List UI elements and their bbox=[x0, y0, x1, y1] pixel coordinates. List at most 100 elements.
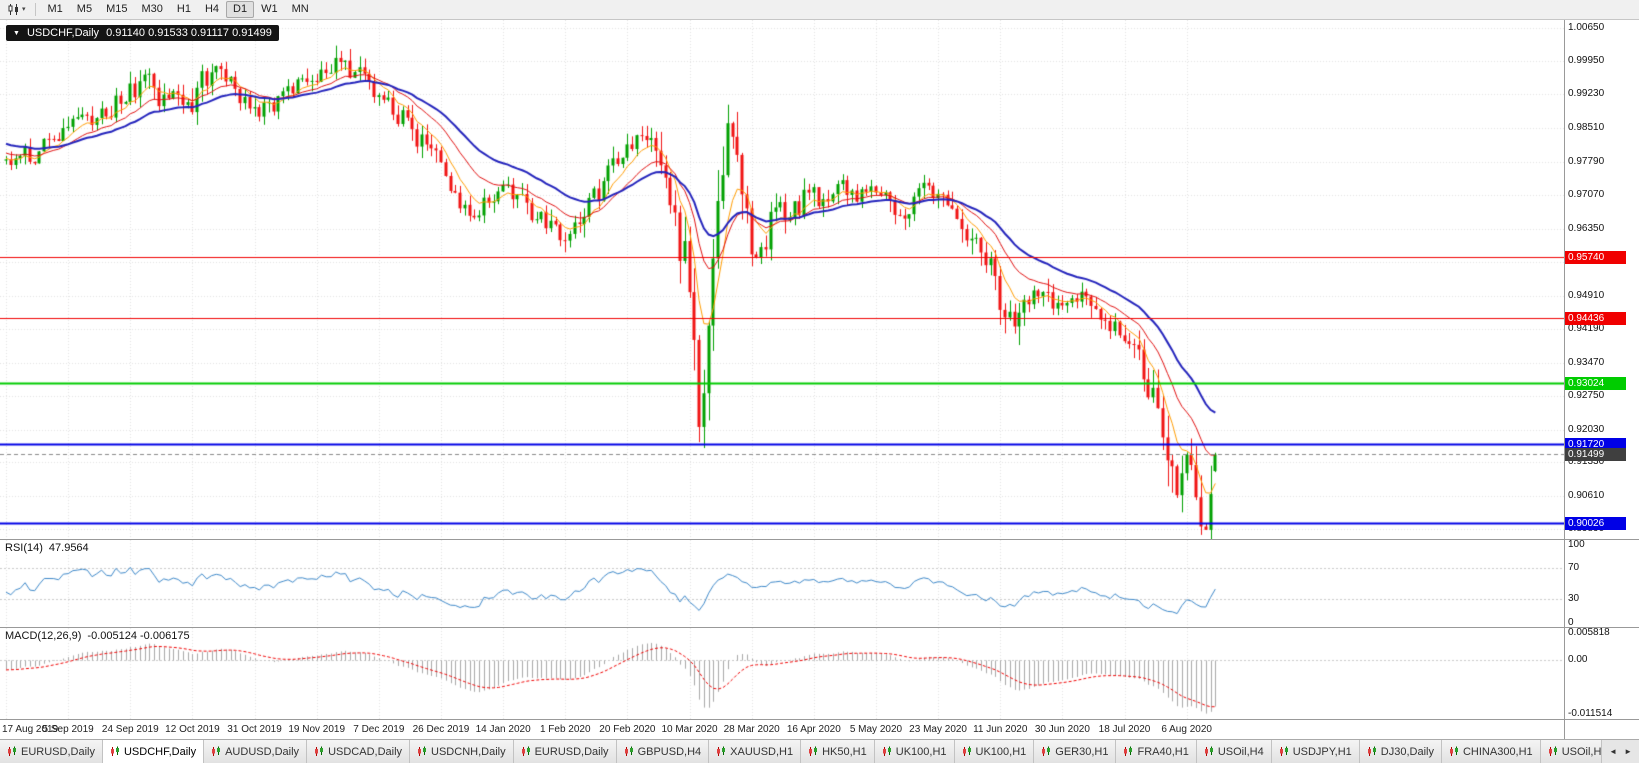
price-axis-label: 0.92030 bbox=[1568, 424, 1605, 435]
timeframe-button-h1[interactable]: H1 bbox=[176, 2, 191, 15]
macd-axis[interactable]: 0.005818 0.00 -0.011514 bbox=[1564, 628, 1639, 719]
chart-tab-ger30-h1[interactable]: GER30,H1 bbox=[1034, 740, 1117, 763]
collapse-caret-icon: ▼ bbox=[13, 29, 20, 37]
chart-tab-usoil-h4[interactable]: USOil,H4 bbox=[1196, 740, 1272, 763]
chart-tab-uk100-h1[interactable]: UK100,H1 bbox=[954, 740, 1035, 763]
date-axis-label: 24 Sep 2019 bbox=[101, 724, 159, 735]
chart-icon bbox=[1204, 746, 1214, 757]
chart-tab-xauusd-h1[interactable]: XAUUSD,H1 bbox=[709, 740, 802, 763]
symbol-label: USDCHF,Daily bbox=[26, 27, 100, 39]
chart-icon bbox=[1449, 746, 1459, 757]
chart-icon bbox=[1041, 746, 1051, 757]
chart-tab-gbpusd-h4[interactable]: GBPUSD,H4 bbox=[616, 740, 710, 763]
tab-scroll-right-icon[interactable]: ► bbox=[1624, 747, 1632, 756]
date-axis-label: 7 Dec 2019 bbox=[353, 724, 405, 735]
symbol-ohlc-badge: ▼ USDCHF,Daily 0.91140 0.91533 0.91117 0… bbox=[6, 25, 279, 41]
chart-tab-usdjpy-h1[interactable]: USDJPY,H1 bbox=[1271, 740, 1360, 763]
timeframe-button-m5[interactable]: M5 bbox=[76, 2, 93, 15]
rsi-axis[interactable]: 100 70 30 0 bbox=[1564, 540, 1639, 627]
chart-tab-usdcad-daily[interactable]: USDCAD,Daily bbox=[307, 740, 411, 763]
tab-label: UK100,H1 bbox=[975, 745, 1027, 758]
chart-tab-usdchf-daily[interactable]: USDCHF,Daily bbox=[102, 740, 205, 763]
tab-label: USDCNH,Daily bbox=[431, 745, 506, 758]
chart-icon bbox=[1548, 746, 1558, 757]
timeframe-button-h4[interactable]: H4 bbox=[204, 2, 220, 15]
date-axis[interactable]: 17 Aug 2019 5 Sep 2019 24 Sep 2019 12 Oct 2… bbox=[0, 719, 1639, 739]
tab-label: GBPUSD,H4 bbox=[637, 745, 702, 758]
timeframe-button-m15[interactable]: M15 bbox=[106, 2, 128, 15]
chart-type-button[interactable]: ▾ bbox=[3, 2, 30, 17]
date-axis-label: 14 Jan 2020 bbox=[475, 724, 531, 735]
macd-panel[interactable]: MACD(12,26,9) -0.005124 -0.006175 0.0058… bbox=[0, 627, 1639, 719]
timeframe-button-m30[interactable]: M30 bbox=[141, 2, 163, 15]
price-axis-label: 0.97790 bbox=[1568, 156, 1605, 167]
timeframe-button-m1[interactable]: M1 bbox=[47, 2, 63, 15]
price-line-badge: 0.94436 bbox=[1565, 312, 1626, 325]
chart-icon bbox=[110, 746, 120, 757]
chart-icon bbox=[417, 746, 427, 757]
price-axis-label: 0.90610 bbox=[1568, 490, 1605, 501]
rsi-canvas[interactable] bbox=[0, 540, 1564, 627]
price-axis-label: 1.00650 bbox=[1568, 22, 1605, 33]
macd-canvas[interactable] bbox=[0, 628, 1564, 719]
chart-tab-usdcnh-daily[interactable]: USDCNH,Daily bbox=[410, 740, 514, 763]
price-chart-canvas[interactable] bbox=[0, 20, 1564, 539]
chart-tab-eurusd-daily[interactable]: EURUSD,Daily bbox=[0, 740, 103, 763]
price-panel[interactable]: ▼ USDCHF,Daily 0.91140 0.91533 0.91117 0… bbox=[0, 20, 1639, 539]
timeframe-list: M1 M5 M15 M30 H1 H4 D1 W1 MN bbox=[41, 0, 316, 19]
chart-tabbar: EURUSD,Daily USDCHF,Daily AUDUSD,Daily USDC… bbox=[0, 739, 1639, 763]
chart-icon bbox=[882, 746, 892, 757]
price-line-badge: 0.93024 bbox=[1565, 377, 1626, 390]
price-axis-label: 0.99230 bbox=[1568, 88, 1605, 99]
rsi-panel[interactable]: RSI(14) 47.9564 100 70 30 0 bbox=[0, 539, 1639, 627]
date-axis-label: 6 Aug 2020 bbox=[1161, 724, 1212, 735]
chart-tab-dj30-daily[interactable]: DJ30,Daily bbox=[1359, 740, 1442, 763]
dropdown-caret-icon: ▾ bbox=[22, 6, 26, 13]
tab-label: AUDUSD,Daily bbox=[225, 745, 300, 758]
timeframe-button-mn[interactable]: MN bbox=[291, 2, 309, 15]
chart-region: ▼ USDCHF,Daily 0.91140 0.91533 0.91117 0… bbox=[0, 20, 1639, 739]
date-axis-label: 31 Oct 2019 bbox=[227, 724, 282, 735]
date-axis-label: 30 Jun 2020 bbox=[1034, 724, 1090, 735]
timeframe-button-w1[interactable]: W1 bbox=[261, 2, 278, 15]
last-price-badge: 0.91499 bbox=[1565, 448, 1626, 461]
chart-tab-hk50-h1[interactable]: HK50,H1 bbox=[801, 740, 875, 763]
rsi-label: RSI(14) 47.9564 bbox=[5, 542, 89, 554]
date-axis-label: 17 Aug 2019 bbox=[2, 724, 59, 735]
chart-tab-fra40-h1[interactable]: FRA40,H1 bbox=[1116, 740, 1197, 763]
price-axis-label: 0.98510 bbox=[1568, 122, 1605, 133]
date-axis-label: 5 Sep 2019 bbox=[42, 724, 94, 735]
date-axis-label: 5 May 2020 bbox=[849, 724, 903, 735]
chart-icon bbox=[314, 746, 324, 757]
tab-label: EURUSD,Daily bbox=[21, 745, 95, 758]
price-axis-label: 0.93470 bbox=[1568, 357, 1605, 368]
price-line-badge: 0.91720 bbox=[1565, 438, 1626, 451]
price-axis-label: 0.94910 bbox=[1568, 290, 1605, 301]
price-line-badge: 0.95740 bbox=[1565, 251, 1626, 264]
chart-tab-usoil-h1[interactable]: USOil,H1 bbox=[1540, 740, 1602, 763]
date-axis-label: 20 Feb 2020 bbox=[599, 724, 656, 735]
tab-scroll-buttons: ◄ ► bbox=[1601, 740, 1639, 763]
chart-icon bbox=[1279, 746, 1289, 757]
chart-tab-china300-h1[interactable]: CHINA300,H1 bbox=[1441, 740, 1541, 763]
macd-axis-label: 0.00 bbox=[1568, 654, 1588, 665]
tab-label: UK100,H1 bbox=[895, 745, 947, 758]
price-axis-label: 0.99950 bbox=[1568, 55, 1605, 66]
tab-label: USDCAD,Daily bbox=[328, 745, 403, 758]
axis-corner bbox=[1564, 720, 1639, 739]
tab-label: XAUUSD,H1 bbox=[730, 745, 794, 758]
timeframe-button-d1[interactable]: D1 bbox=[226, 0, 255, 19]
tab-scroll-left-icon[interactable]: ◄ bbox=[1609, 747, 1618, 756]
chart-icon bbox=[1123, 746, 1133, 757]
date-axis-label: 10 Mar 2020 bbox=[661, 724, 718, 735]
tab-label: DJ30,Daily bbox=[1380, 745, 1434, 758]
macd-label: MACD(12,26,9) -0.005124 -0.006175 bbox=[5, 630, 190, 642]
tab-label: HK50,H1 bbox=[822, 745, 867, 758]
date-axis-label: 23 May 2020 bbox=[909, 724, 968, 735]
chart-tab-uk100-h1[interactable]: UK100,H1 bbox=[874, 740, 955, 763]
chart-tab-audusd-daily[interactable]: AUDUSD,Daily bbox=[204, 740, 308, 763]
price-axis-label: 0.91330 bbox=[1568, 456, 1605, 467]
price-line-badge: 0.90026 bbox=[1565, 517, 1626, 530]
price-axis[interactable]: 1.00650 0.99950 0.99230 0.98510 0.97790 0.970… bbox=[1564, 20, 1639, 539]
chart-tab-eurusd-daily[interactable]: EURUSD,Daily bbox=[513, 740, 617, 763]
